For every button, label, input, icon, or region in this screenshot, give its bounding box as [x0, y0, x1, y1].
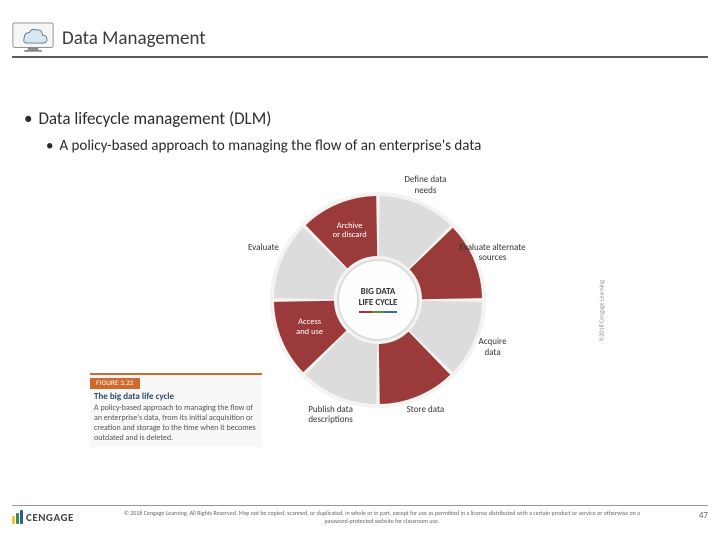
lifecycle-wheel: BIG DATA LIFE CYCLE Accessand useArchive… [268, 190, 488, 410]
bullet-level-2: •A policy-based approach to managing the… [46, 137, 696, 155]
slide-footer: CENGAGE © 2018 Cengage Learning. All Rig… [12, 505, 708, 526]
image-credit: ©2018 Cengage Learning [598, 280, 606, 342]
center-line-1: BIG DATA [361, 287, 396, 298]
figure-number: FIGURE 3.22 [90, 378, 140, 389]
segment-external-label: Define dataneeds [383, 175, 467, 196]
bullet-2-text: A policy-based approach to managing the … [59, 137, 481, 155]
segment-external-label: Evaluate [221, 243, 305, 253]
page-number: 47 [690, 510, 708, 521]
bullet-1-text: Data lifecycle management (DLM) [38, 108, 271, 129]
copyright-text: © 2018 Cengage Learning. All Rights Rese… [84, 510, 680, 526]
segment-external-label: Acquiredata [451, 337, 535, 358]
page-title: Data Management [62, 27, 206, 50]
figure-title: The big data life cycle [94, 391, 258, 402]
segment-external-label: Store data [383, 405, 467, 415]
title-underline [12, 56, 708, 58]
figure-description: A policy-based approach to managing the … [94, 403, 258, 443]
figure-caption: FIGURE 3.22 The big data life cycle A po… [90, 373, 262, 447]
segment-external-label: Evaluate alternatesources [451, 243, 535, 264]
bullet-level-1: •Data lifecycle management (DLM) [24, 108, 696, 129]
cloud-icon [12, 22, 54, 54]
wheel-center: BIG DATA LIFE CYCLE [337, 259, 419, 341]
cengage-logo: CENGAGE [12, 510, 74, 524]
center-line-2: LIFE CYCLE [359, 298, 398, 309]
bullet-list: •Data lifecycle management (DLM) •A poli… [24, 108, 696, 155]
lifecycle-diagram: BIG DATA LIFE CYCLE Accessand useArchive… [150, 180, 570, 480]
logo-mark [12, 510, 23, 524]
center-accent [359, 311, 397, 313]
logo-text: CENGAGE [26, 511, 74, 524]
segment-external-label: Publish datadescriptions [289, 405, 373, 426]
